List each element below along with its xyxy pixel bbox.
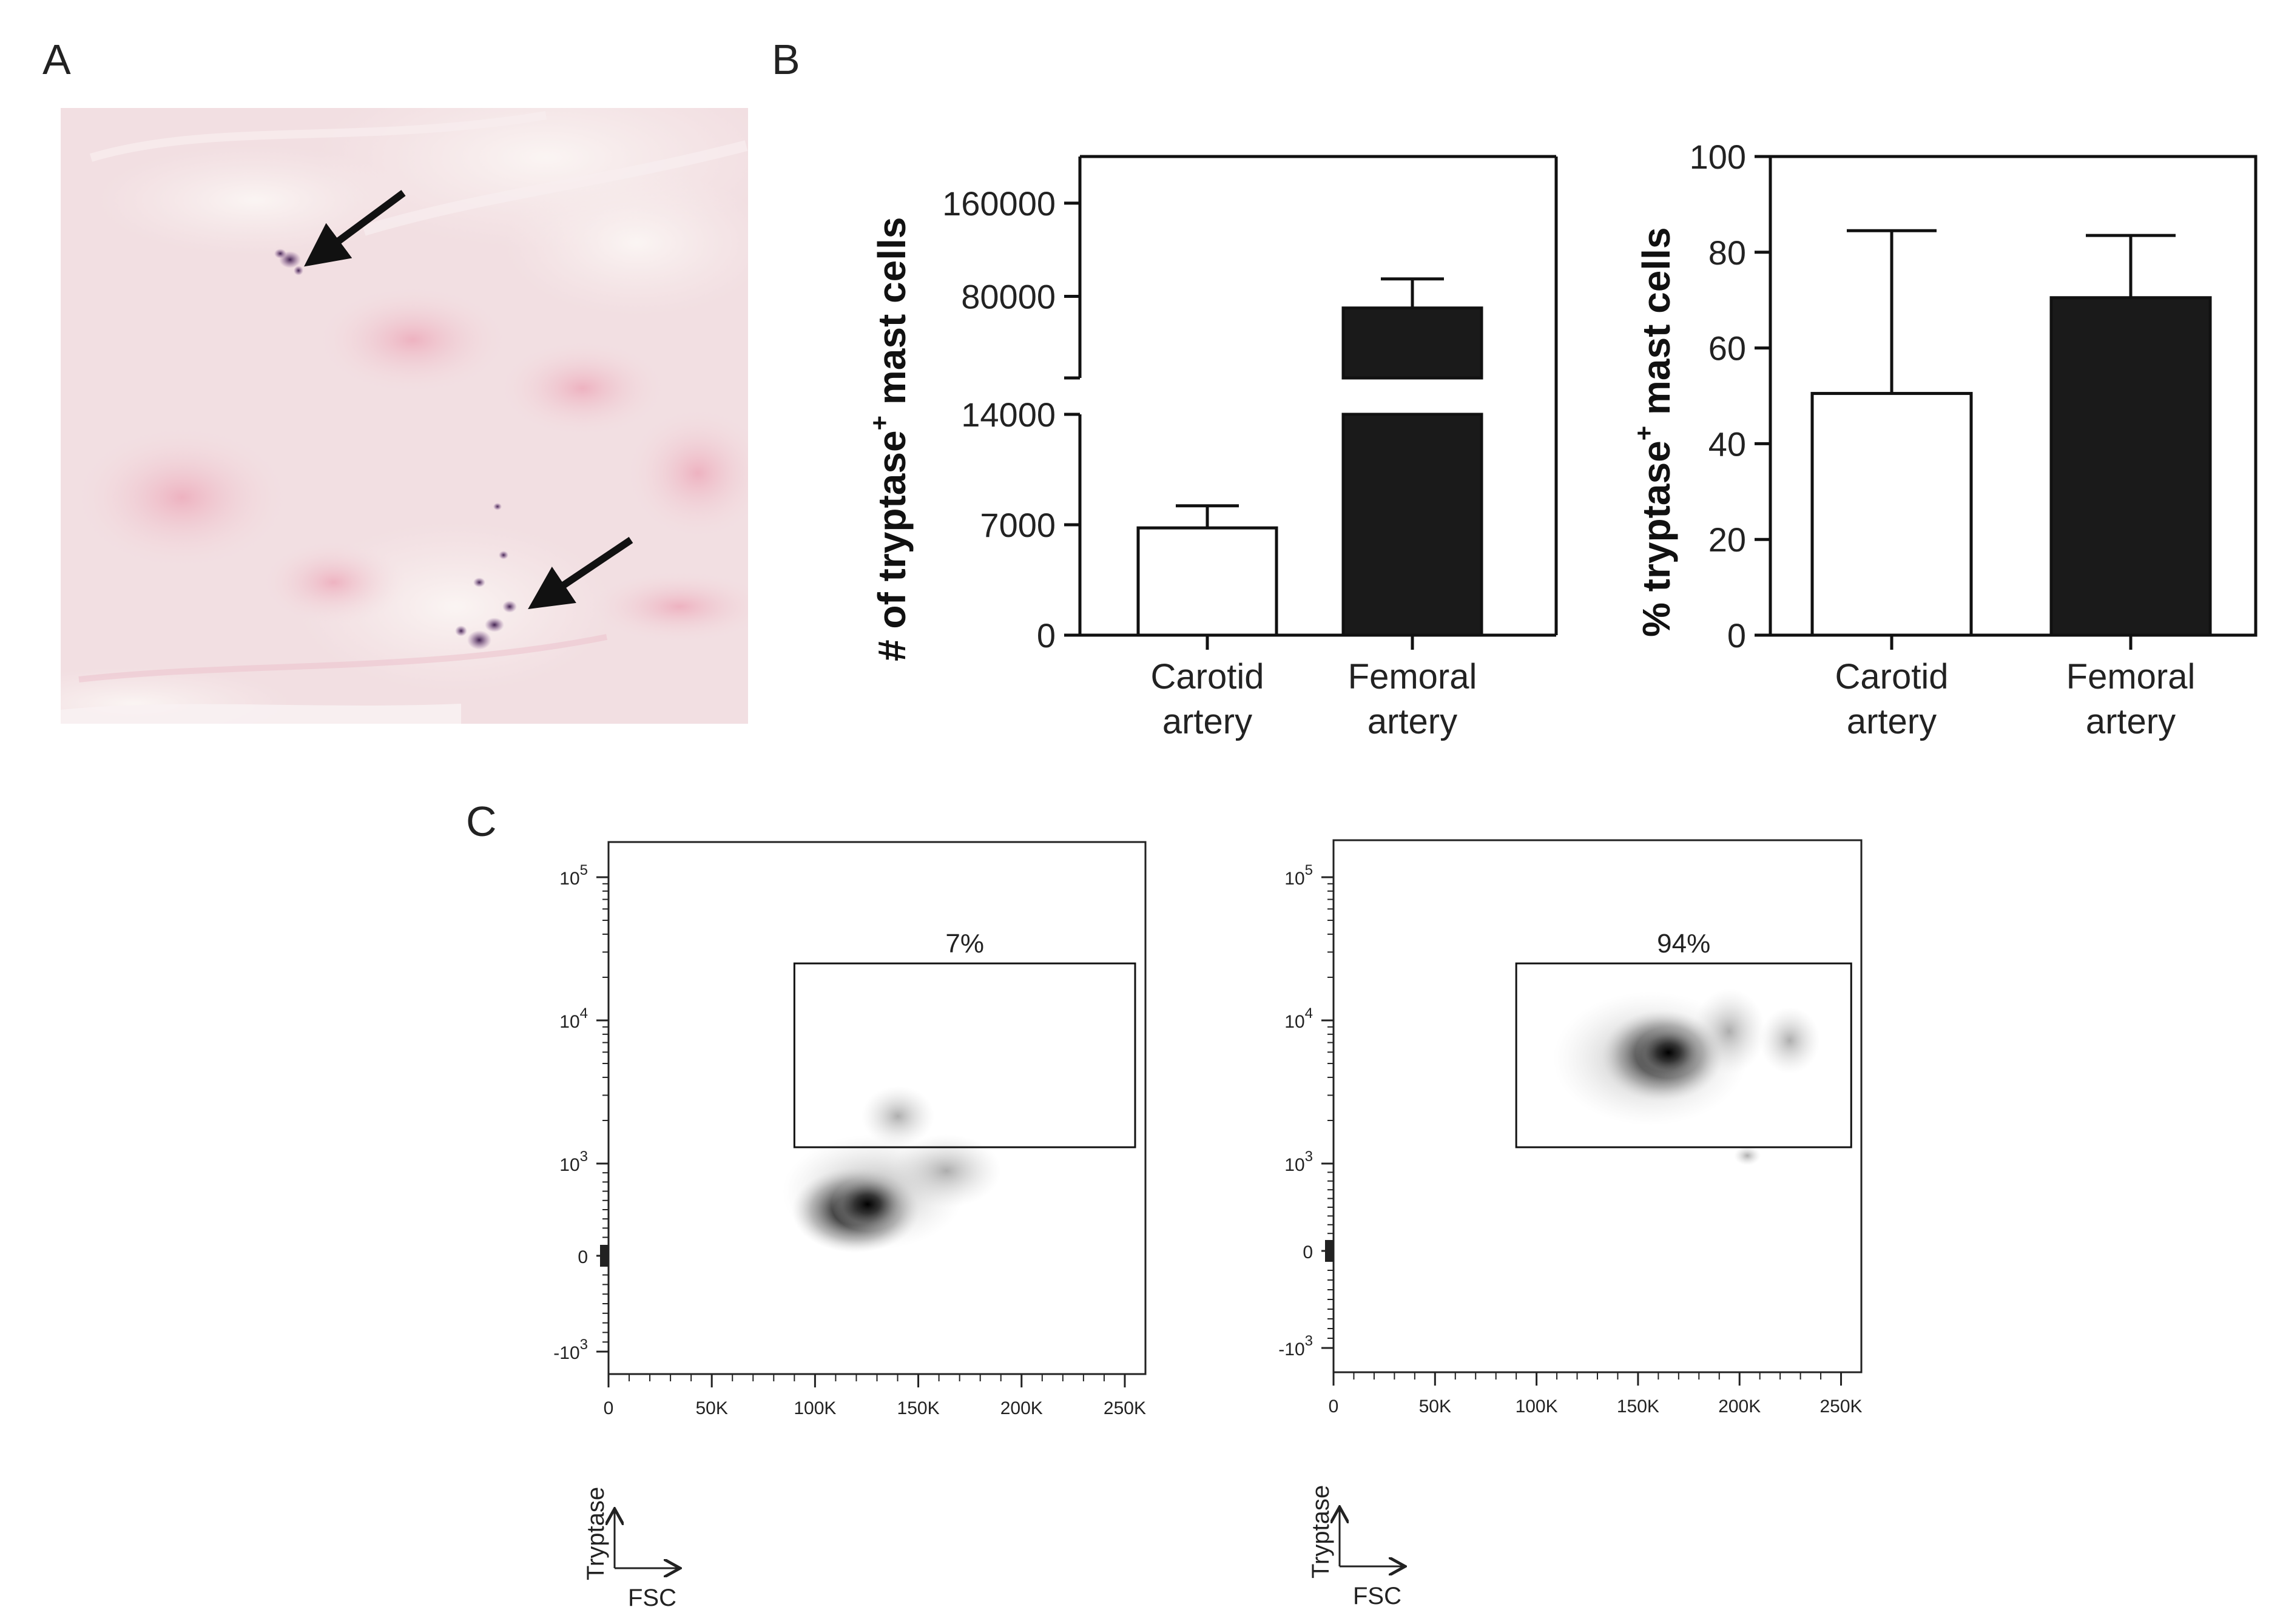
y-tick-exponent: 5: [580, 862, 588, 878]
axis-origin-spot: [1325, 1240, 1334, 1262]
y-tick-label: 40: [1708, 425, 1746, 463]
bar-chart-mast-cell-percent: % tryptase+ mast cells 0 20 40 60 80 100 Carot…: [1630, 138, 2258, 741]
x-axis-key-label: FSC: [628, 1585, 676, 1611]
x-tick-label: artery: [1367, 702, 1457, 741]
y-tick-label: 160000: [942, 184, 1056, 223]
y-tick-base: 10: [1284, 1155, 1304, 1175]
x-tick-label: 50K: [1419, 1397, 1451, 1417]
y-axis-key-label: Tryptase: [582, 1487, 609, 1580]
y-tick-label: 80: [1708, 234, 1746, 272]
y-tick-label: -103: [1278, 1333, 1313, 1360]
flow-plot-femoral: 94%0 50K 100K 150K 200K 250K1051041030-103FSC…: [1278, 839, 1863, 1609]
density-cloud: [1734, 1146, 1761, 1165]
y-tick-label: 104: [1284, 1005, 1313, 1032]
density-cloud: [831, 1177, 904, 1231]
panel-label-a: A: [42, 36, 71, 83]
micrograph: [61, 108, 748, 724]
x-tick-label: 0: [604, 1398, 614, 1418]
panel-label-c: C: [466, 798, 497, 845]
x-tick-label: 150K: [1617, 1397, 1659, 1417]
y-tick-label: 105: [559, 862, 588, 889]
x-tick-label: 150K: [897, 1398, 940, 1418]
x-tick-label: Femoral: [1348, 657, 1477, 696]
y-tick-label: 0: [1303, 1242, 1313, 1262]
x-tick-label: 0: [1329, 1397, 1339, 1417]
bar-chart-mast-cell-count: # of tryptase+ mast cells 0 7000 14000 8000…: [865, 155, 1558, 741]
panel-label-b: B: [772, 36, 800, 83]
y-tick-label: 0: [1037, 616, 1056, 655]
y-tick-label: 7000: [980, 506, 1056, 544]
x-tick-label: 250K: [1819, 1397, 1862, 1417]
x-tick-label: artery: [1162, 702, 1252, 741]
y-tick-label: 103: [1284, 1148, 1313, 1175]
y-tick-label: 100: [1690, 138, 1746, 176]
bar-lower-1: [1341, 413, 1483, 637]
svg-text:% tryptase+ mast cells: % tryptase+ mast cells: [1630, 227, 1678, 637]
y-tick-exponent: 4: [580, 1005, 588, 1022]
stained-mast-cell-2: [467, 630, 491, 650]
x-tick-label: 200K: [1000, 1398, 1043, 1418]
x-tick-label: Carotid: [1835, 657, 1949, 696]
y-tick-label: 20: [1708, 521, 1746, 559]
y-tick-label: 60: [1708, 329, 1746, 368]
y-tick-base: 0: [1303, 1242, 1313, 1262]
y-tick-exponent: 3: [1305, 1148, 1313, 1165]
y-tick-base: -10: [553, 1343, 579, 1363]
y-tick-exponent: 3: [580, 1336, 588, 1353]
y-tick-exponent: 3: [1305, 1333, 1313, 1349]
x-tick-label: 250K: [1104, 1398, 1146, 1418]
y-axis-key-label: Tryptase: [1307, 1485, 1334, 1579]
x-tick-label: Femoral: [2066, 657, 2196, 696]
density-cloud: [862, 1086, 934, 1147]
y-tick-exponent: 3: [580, 1148, 588, 1165]
bar-0: [1136, 526, 1278, 637]
x-tick-label: 50K: [695, 1398, 727, 1418]
y-tick-label: 80000: [961, 278, 1056, 316]
density-cloud: [1635, 1027, 1702, 1078]
gate-percentage: 7%: [945, 929, 984, 959]
plot-frame: [1769, 155, 2258, 637]
bar-0: [1810, 392, 1973, 637]
y-axis-label: # of tryptase+ mast cells: [865, 217, 914, 661]
x-tick-label: 100K: [794, 1398, 836, 1418]
y-tick-label: 14000: [961, 396, 1056, 434]
y-tick-base: 0: [578, 1247, 588, 1267]
x-tick-label: artery: [1847, 702, 1937, 741]
x-tick-label: 200K: [1718, 1397, 1761, 1417]
x-tick-label: 100K: [1516, 1397, 1558, 1417]
y-tick-label: -103: [553, 1336, 588, 1363]
y-tick-exponent: 5: [1305, 862, 1313, 878]
gate-box: [793, 962, 1136, 1148]
y-tick-label: 105: [1284, 862, 1313, 889]
y-axis-label: % tryptase+ mast cells: [1630, 227, 1678, 637]
density-cloud: [892, 1134, 1001, 1207]
density-cloud: [1759, 1007, 1820, 1074]
y-tick-exponent: 4: [1305, 1005, 1313, 1022]
y-tick-base: -10: [1278, 1339, 1304, 1360]
y-tick-base: 10: [559, 1012, 579, 1032]
bar-upper-1: [1341, 306, 1483, 380]
y-tick-label: 0: [1727, 616, 1746, 655]
y-tick-label: 104: [559, 1005, 588, 1032]
y-tick-base: 10: [559, 1155, 579, 1175]
y-tick-base: 10: [559, 869, 579, 889]
x-tick-label: artery: [2086, 702, 2176, 741]
axis-origin-spot: [600, 1245, 609, 1267]
bar-1: [2049, 296, 2212, 637]
x-tick-label: Carotid: [1151, 657, 1264, 696]
gate-box: [1515, 962, 1852, 1148]
arrow-icon: [528, 537, 633, 610]
gate-percentage: 94%: [1657, 929, 1710, 959]
y-tick-label: 103: [559, 1148, 588, 1175]
x-axis-key-label: FSC: [1353, 1583, 1401, 1609]
arrow-icon: [304, 190, 406, 267]
y-tick-base: 10: [1284, 1012, 1304, 1032]
y-tick-base: 10: [1284, 869, 1304, 889]
svg-text:# of tryptase+ mast cells: # of tryptase+ mast cells: [865, 217, 914, 661]
y-tick-label: 0: [578, 1247, 588, 1267]
flow-plot-carotid: 7%0 50K 100K 150K 200K 250K1051041030-103FSCT…: [553, 841, 1147, 1611]
